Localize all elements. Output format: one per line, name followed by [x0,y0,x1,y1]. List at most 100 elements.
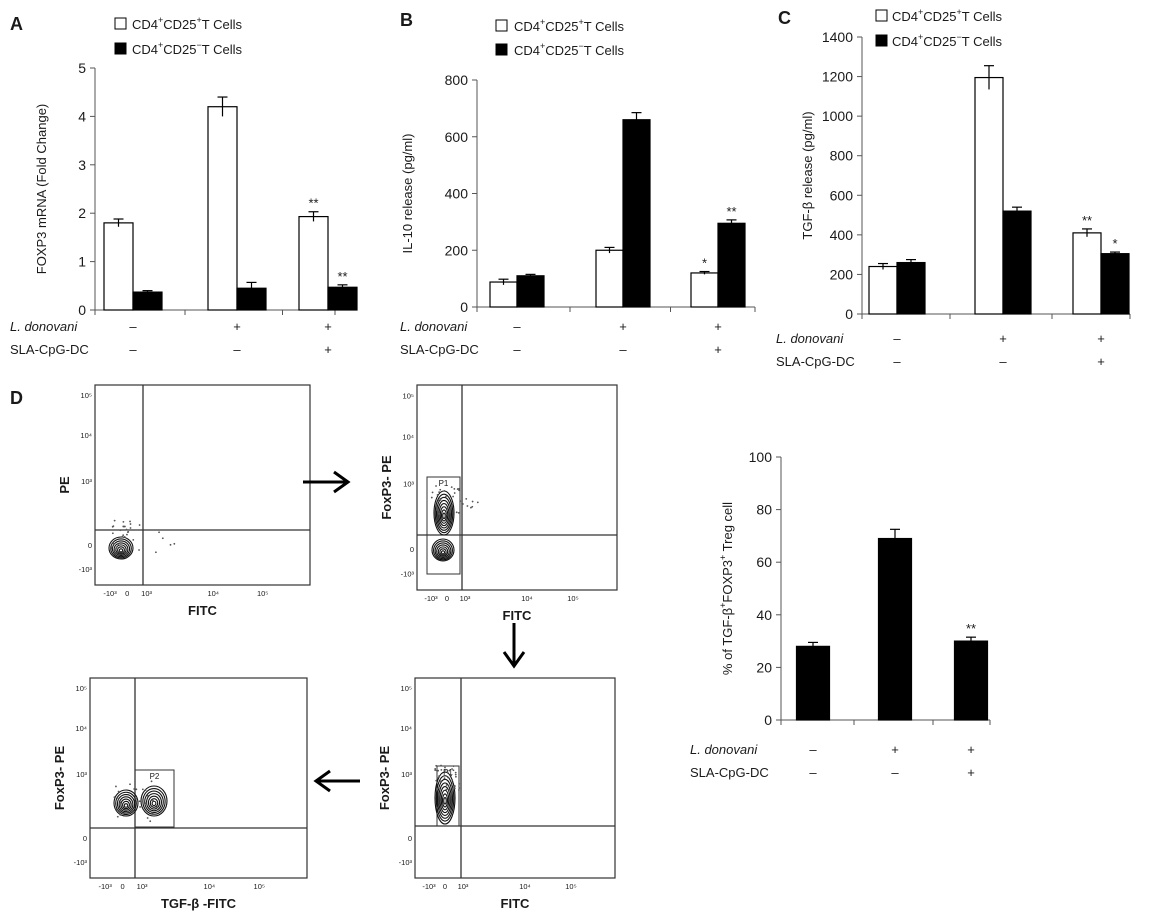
bar [1100,253,1130,315]
event-dot [451,778,454,781]
event-dot [440,780,442,783]
event-dot [110,546,113,549]
contour-ring [438,782,452,817]
y-tick-label: 400 [830,227,854,243]
significance-label: * [1112,236,1117,251]
event-dot [129,527,132,529]
event-dot [141,788,144,791]
event-dot [129,523,132,525]
event-dot [452,769,455,772]
flow-x-tick-label: 10⁵ [254,882,265,891]
event-dot [450,774,453,777]
flow-x-tick-label: -10³ [422,882,436,891]
contour-ring [439,548,447,556]
contour-ring [118,548,124,553]
contour-ring [146,793,162,812]
y-tick-label: 2 [78,205,86,221]
event-dot [437,769,440,772]
y-tick-label: 600 [445,129,469,145]
event-dot [133,788,136,790]
event-dot [453,787,456,790]
y-tick-label: 800 [830,148,854,164]
flow-plot-4: 10⁵ 10⁴ 10³ 0 -10³ -10³ 0 10³ 10⁴ 10⁵ TGF-β -FITC F… [52,677,308,911]
legend-swatch-open [495,19,508,32]
contour-ring [140,785,168,817]
bar [953,640,989,721]
event-dot [150,780,153,783]
flow-y-tick-label: -10³ [399,858,413,867]
legend-entry-negative: CD4+CD25−T Cells [892,32,1003,49]
y-tick-label: 200 [830,266,854,282]
event-dot [444,515,447,517]
condition-sign: – [809,742,817,757]
bar [622,119,651,308]
event-dot [438,512,440,515]
flow-x-tick-label: 10⁴ [207,589,219,598]
event-dot [125,803,127,805]
event-dot [436,494,439,496]
event-dot [451,787,454,790]
bar [868,265,898,315]
contour-ring [433,540,453,561]
bar [690,272,719,308]
event-dot [144,789,147,792]
event-dot [454,775,457,778]
event-dot [454,771,457,774]
bar [595,249,624,308]
bar [795,645,831,721]
event-dot [451,781,454,784]
event-dot [470,506,472,509]
event-dot [443,769,446,772]
event-dot [452,765,455,768]
flow-x-tick-label: 0 [125,589,129,598]
event-dot [446,771,449,774]
contour-ring [435,496,453,531]
event-dot [125,528,128,531]
event-dot [123,525,125,528]
event-dot [122,520,125,523]
contour-ring [147,795,161,810]
y-tick-label: 1 [78,254,86,270]
condition-sign: – [809,765,817,780]
y-axis-label: FOXP3 mRNA (Fold Change) [34,104,49,275]
event-dot [453,492,456,494]
flow-x-tick-label: 0 [445,594,449,603]
y-axis-label: IL-10 release (pg/ml) [400,134,415,254]
contour-ring [439,506,449,524]
contour-ring [437,546,449,557]
flow-y-tick-label: 10⁴ [400,724,412,733]
chart-a-foxp3-mrna: 0 1 2 3 4 5 FOXP3 mRNA (Fold Change) ** ** L. don… [10,60,358,357]
condition-sign: – [513,319,521,334]
y-tick-label: 5 [78,60,86,76]
contour-ring [436,544,450,559]
event-dot [451,768,453,770]
contour-ring [108,536,134,560]
event-dot [458,489,460,492]
event-dot [449,511,452,513]
event-dot [169,543,172,546]
legend-swatch-open [875,9,888,22]
arrow-right [303,470,351,494]
flow-x-tick-label: 10⁵ [567,594,578,603]
y-axis-label: % of TGF-β+FOXP3+ Treg cell [718,502,735,675]
y-axis-label: TGF-β release (pg/ml) [800,111,815,239]
condition-label-ldonovani: L. donovani [776,331,844,346]
flow-x-tick-label: 0 [443,882,447,891]
condition-sign: + [619,319,627,334]
contour-ring [142,787,166,815]
flow-y-axis-label: FoxP3- PE [377,746,392,811]
flow-y-tick-label: 10³ [403,479,414,488]
y-tick-label: 800 [445,72,469,88]
condition-sign: – [233,342,241,357]
condition-label-sla: SLA-CpG-DC [400,342,479,357]
flow-x-axis-label: FITC [188,603,217,618]
legend-entry-positive: CD4+CD25+T Cells [892,7,1003,24]
flow-x-tick-label: -10³ [103,589,117,598]
event-dot [444,495,447,498]
gate-label: P2 [150,772,160,781]
bar [132,291,163,311]
condition-sign: – [513,342,521,357]
bar [516,275,545,308]
event-dot [459,500,462,502]
event-dot [161,537,164,540]
